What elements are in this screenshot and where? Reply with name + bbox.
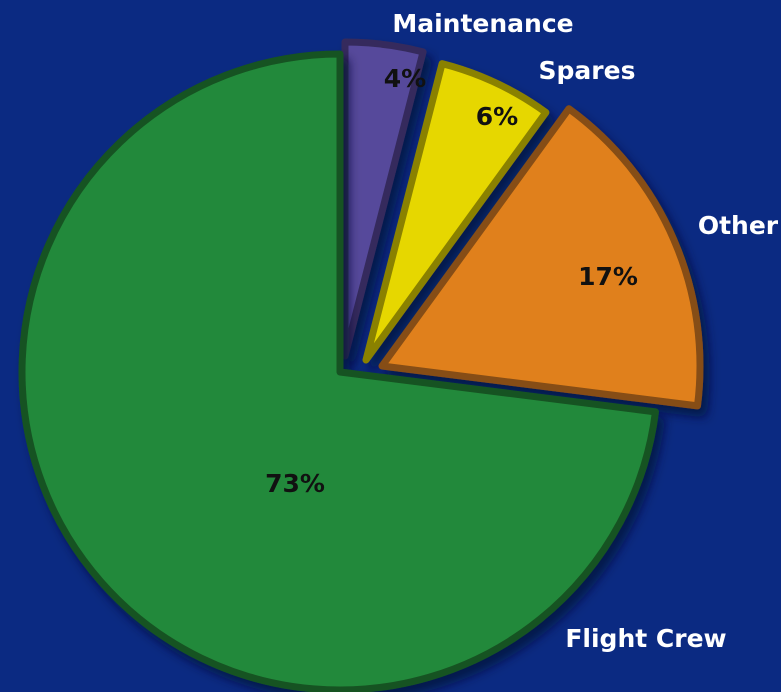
pie-slice [341, 38, 427, 360]
slice-label: Maintenance [392, 9, 573, 38]
pie-slice [18, 50, 659, 692]
pie-slice [362, 60, 550, 364]
slice-label: Flight Crew [565, 624, 726, 653]
value-label: 17% [578, 262, 638, 291]
value-label: 6% [476, 102, 518, 131]
slice-label: Other [698, 211, 779, 240]
slice-label: Spares [539, 56, 636, 85]
value-label: 4% [384, 64, 426, 93]
value-label: 73% [265, 469, 325, 498]
pie-slice [378, 105, 704, 410]
